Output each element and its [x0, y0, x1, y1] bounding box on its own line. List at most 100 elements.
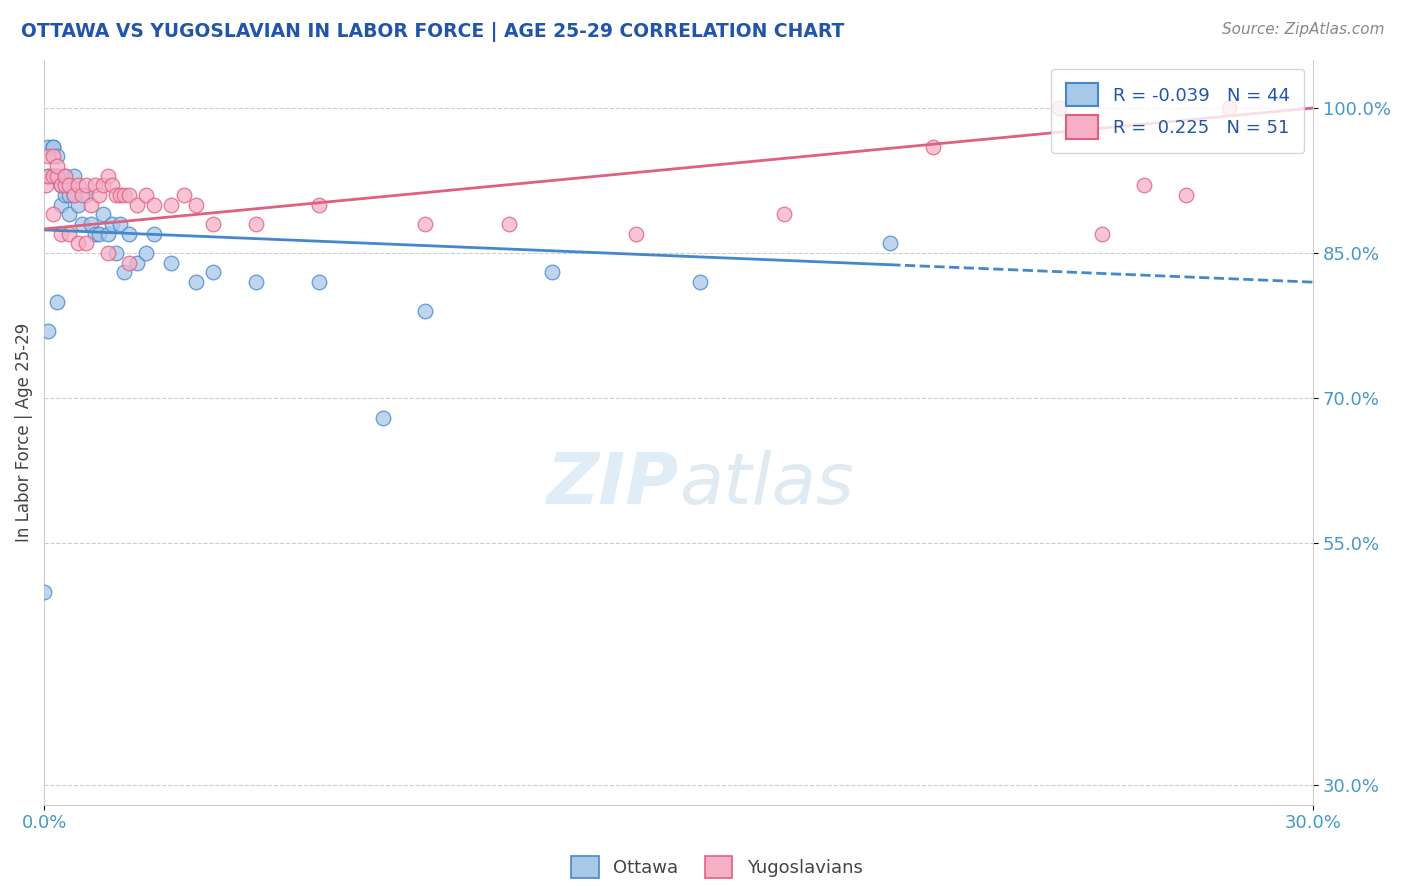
Point [1218, 101, 1240, 115]
Point [41, 139, 63, 153]
Point [413, 217, 436, 231]
Point [308, 198, 330, 212]
Point [37, 324, 59, 338]
Point [53, 188, 76, 202]
Point [41, 207, 63, 221]
Point [186, 275, 208, 289]
Point [202, 217, 225, 231]
Point [45, 294, 67, 309]
Point [105, 246, 128, 260]
Point [75, 236, 97, 251]
Point [626, 227, 648, 241]
Point [37, 169, 59, 183]
Point [110, 188, 132, 202]
Text: OTTAWA VS YUGOSLAVIAN IN LABOR FORCE | AGE 25-29 CORRELATION CHART: OTTAWA VS YUGOSLAVIAN IN LABOR FORCE | A… [21, 22, 845, 42]
Point [41, 139, 63, 153]
Legend: Ottawa, Yugoslavians: Ottawa, Yugoslavians [571, 856, 863, 879]
Point [58, 178, 80, 193]
Point [114, 265, 136, 279]
Point [879, 236, 901, 251]
Point [37, 149, 59, 163]
Point [87, 188, 110, 202]
Point [49, 227, 72, 241]
Point [91, 207, 114, 221]
Point [87, 227, 110, 241]
Point [114, 188, 136, 202]
Legend: R = -0.039   N = 44, R =  0.225   N = 51: R = -0.039 N = 44, R = 0.225 N = 51 [1052, 69, 1305, 153]
Point [49, 178, 72, 193]
Point [58, 227, 80, 241]
Point [118, 227, 141, 241]
Point [143, 227, 166, 241]
Point [1091, 227, 1114, 241]
Point [66, 178, 89, 193]
Point [49, 178, 72, 193]
Point [308, 275, 330, 289]
Point [53, 178, 76, 193]
Point [245, 275, 267, 289]
Point [66, 198, 89, 212]
Point [62, 169, 84, 183]
Point [540, 265, 562, 279]
Point [186, 198, 208, 212]
Point [53, 169, 76, 183]
Point [160, 198, 183, 212]
Point [101, 178, 124, 193]
Point [37, 139, 59, 153]
Point [49, 198, 72, 212]
Point [75, 178, 97, 193]
Point [70, 188, 93, 202]
Point [58, 207, 80, 221]
Y-axis label: In Labor Force | Age 25-29: In Labor Force | Age 25-29 [15, 323, 32, 541]
Point [75, 188, 97, 202]
Point [53, 169, 76, 183]
Point [135, 188, 157, 202]
Point [97, 169, 120, 183]
Point [773, 207, 796, 221]
Point [45, 149, 67, 163]
Point [41, 169, 63, 183]
Point [1049, 101, 1071, 115]
Point [45, 159, 67, 173]
Point [79, 198, 101, 212]
Point [127, 198, 149, 212]
Point [83, 178, 105, 193]
Point [41, 169, 63, 183]
Point [173, 188, 195, 202]
Point [105, 188, 128, 202]
Point [689, 275, 711, 289]
Point [160, 256, 183, 270]
Point [97, 227, 120, 241]
Point [371, 410, 394, 425]
Point [41, 149, 63, 163]
Point [37, 169, 59, 183]
Point [921, 139, 943, 153]
Point [1133, 178, 1156, 193]
Point [62, 188, 84, 202]
Point [101, 217, 124, 231]
Point [45, 169, 67, 183]
Text: ZIP: ZIP [547, 450, 679, 519]
Point [32, 584, 55, 599]
Text: Source: ZipAtlas.com: Source: ZipAtlas.com [1222, 22, 1385, 37]
Point [91, 178, 114, 193]
Point [45, 169, 67, 183]
Point [97, 246, 120, 260]
Point [110, 217, 132, 231]
Point [58, 188, 80, 202]
Point [143, 198, 166, 212]
Point [35, 178, 58, 193]
Point [66, 236, 89, 251]
Point [245, 217, 267, 231]
Point [70, 217, 93, 231]
Point [1175, 188, 1198, 202]
Point [127, 256, 149, 270]
Point [79, 217, 101, 231]
Point [202, 265, 225, 279]
Point [83, 227, 105, 241]
Point [413, 304, 436, 318]
Point [118, 256, 141, 270]
Point [135, 246, 157, 260]
Text: atlas: atlas [679, 450, 853, 519]
Point [62, 188, 84, 202]
